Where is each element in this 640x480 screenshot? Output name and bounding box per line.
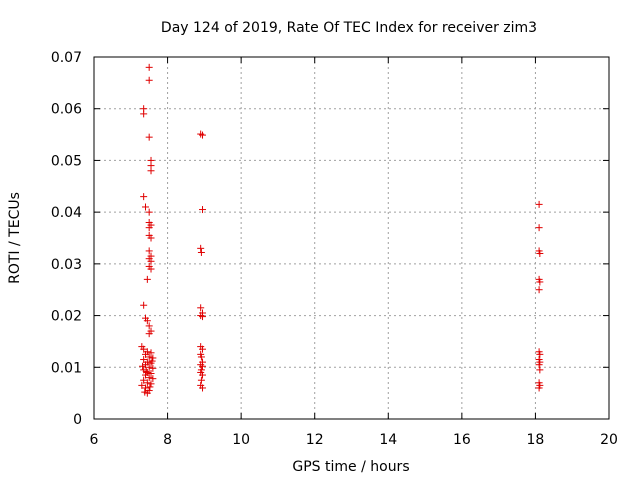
x-tick-label: 10 <box>232 432 250 448</box>
data-point <box>147 349 155 357</box>
y-tick-label: 0.01 <box>51 360 82 376</box>
data-point <box>142 384 149 392</box>
data-point <box>147 380 155 388</box>
data-point <box>140 345 148 353</box>
data-point <box>535 224 543 232</box>
y-tick-label: 0.02 <box>51 309 82 325</box>
data-point <box>199 384 207 392</box>
y-tick-label: 0.05 <box>51 153 82 169</box>
data-point <box>146 383 154 391</box>
x-tick-label: 8 <box>163 432 172 448</box>
y-axis-tick-labels: 0 0.01 0.02 0.03 0.04 0.05 0.06 0.07 <box>51 50 82 428</box>
grid-lines <box>94 57 609 419</box>
data-point <box>536 350 544 358</box>
data-point <box>140 193 148 201</box>
data-point <box>535 286 543 294</box>
data-point <box>145 363 153 371</box>
data-point <box>142 203 149 211</box>
data-point <box>199 371 207 379</box>
y-tick-label: 0.03 <box>51 257 82 273</box>
data-point <box>145 322 153 330</box>
data-point <box>142 361 149 369</box>
y-tick-label: 0.04 <box>51 205 82 221</box>
data-point <box>147 257 155 265</box>
x-tick-label: 20 <box>600 432 618 448</box>
x-tick-label: 12 <box>306 432 324 448</box>
data-point <box>535 384 543 392</box>
x-axis-tick-labels: 6 8 10 12 14 16 18 20 <box>90 432 618 448</box>
plot-frame <box>93 56 610 420</box>
data-point <box>536 250 544 258</box>
data-point <box>143 317 151 325</box>
data-point <box>199 131 207 139</box>
data-point <box>145 63 153 71</box>
data-point <box>145 374 153 382</box>
data-point <box>536 366 544 374</box>
data-point <box>145 224 153 232</box>
data-point <box>147 369 155 377</box>
data-point <box>535 361 543 369</box>
data-point <box>145 330 153 338</box>
data-point <box>199 313 207 321</box>
x-axis-label: GPS time / hours <box>292 459 409 475</box>
data-point <box>147 167 155 175</box>
x-tick-label: 6 <box>90 432 99 448</box>
data-point <box>197 130 205 138</box>
data-point <box>149 364 157 372</box>
data-point <box>199 345 207 353</box>
data-point <box>138 381 146 389</box>
data-point <box>197 304 205 312</box>
data-point <box>197 353 205 361</box>
x-tick-label: 16 <box>453 432 471 448</box>
data-point <box>140 110 148 118</box>
axis-ticks <box>93 56 610 420</box>
data-point <box>143 275 151 283</box>
data-point <box>536 278 544 286</box>
y-tick-label: 0 <box>73 412 82 428</box>
data-point <box>145 208 153 216</box>
data-point <box>141 388 149 396</box>
data-point <box>140 301 148 309</box>
data-point <box>199 362 207 370</box>
data-point <box>149 354 157 362</box>
data-points <box>138 63 544 397</box>
data-point <box>145 247 153 255</box>
y-tick-label: 0.06 <box>51 102 82 118</box>
data-point <box>145 353 153 361</box>
data-point <box>139 362 147 370</box>
data-point <box>197 376 205 384</box>
data-point <box>535 200 543 208</box>
x-tick-label: 14 <box>379 432 397 448</box>
data-point <box>142 350 149 358</box>
data-point <box>142 371 149 379</box>
y-tick-label: 0.07 <box>51 50 82 66</box>
data-point <box>145 133 153 141</box>
data-point <box>149 375 157 383</box>
data-point <box>199 206 207 214</box>
data-point <box>140 356 148 364</box>
data-point <box>140 376 148 384</box>
x-tick-label: 18 <box>527 432 545 448</box>
data-point <box>147 234 155 242</box>
y-axis-label: ROTI / TECUs <box>7 192 23 284</box>
chart-title: Day 124 of 2019, Rate Of TEC Index for r… <box>161 20 537 36</box>
data-point <box>142 367 150 375</box>
data-point <box>197 244 205 252</box>
data-point <box>148 357 156 365</box>
data-point <box>143 379 151 387</box>
data-point <box>147 265 155 273</box>
data-point <box>197 248 205 256</box>
data-point <box>145 76 153 84</box>
